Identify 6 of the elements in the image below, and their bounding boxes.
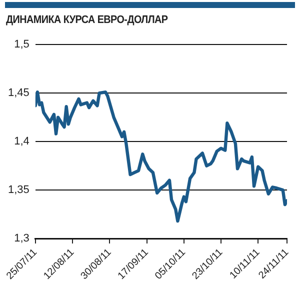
y-tick-label: 1,35: [8, 184, 30, 196]
chart-title: ДИНАМИКА КУРСА ЕВРО-ДОЛЛАР: [6, 14, 168, 26]
y-tick-label: 1,3: [14, 232, 30, 245]
y-tick-label: 1,5: [14, 38, 30, 51]
y-tick-label: 1,4: [14, 136, 30, 148]
y-tick-label: 1,45: [8, 87, 30, 100]
